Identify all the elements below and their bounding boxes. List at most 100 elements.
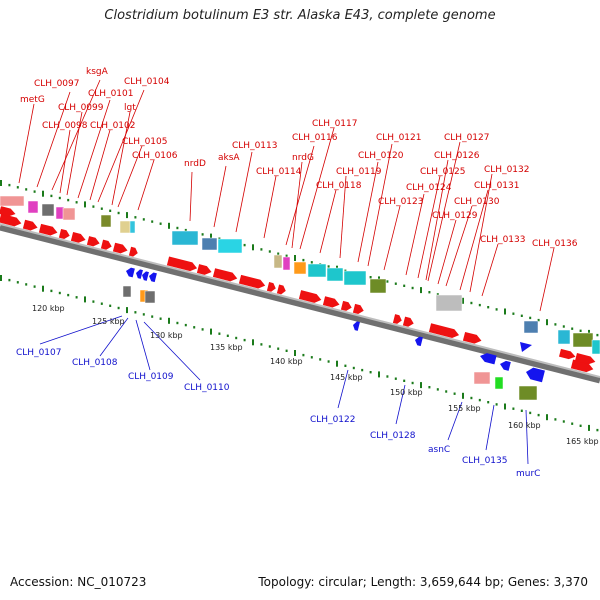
tick-mark-upper [100, 207, 103, 210]
tick-mark-lower [117, 306, 120, 310]
leader-line [77, 99, 111, 199]
tick-mark-lower [537, 413, 540, 417]
tick-mark-upper [520, 314, 523, 317]
cog-box [293, 261, 307, 275]
forward-gene-label: CLH_0114 [256, 167, 302, 177]
forward-gene-arrow [196, 264, 212, 275]
tick-mark-lower [403, 379, 406, 382]
arrow-shape [38, 223, 58, 236]
leader-line [417, 175, 441, 279]
tick-mark-lower [226, 334, 229, 337]
cog-box [122, 285, 132, 298]
forward-gene-arrow [0, 206, 16, 217]
tick-mark-lower [512, 407, 515, 410]
arrow-shape [402, 316, 414, 327]
tick-mark-lower [193, 326, 196, 329]
arrow-shape [500, 360, 511, 371]
tick-mark-upper [411, 286, 414, 290]
forward-gene-label: nrdD [184, 159, 206, 169]
leader-line [437, 219, 457, 285]
tick-mark-lower [445, 390, 448, 393]
leader-line [111, 111, 131, 206]
tick-mark-lower [504, 403, 506, 410]
tick-mark-upper [151, 220, 154, 223]
tick-mark-lower [436, 388, 439, 391]
cog-box [523, 320, 539, 334]
tick-mark-upper [109, 209, 112, 212]
tick-mark-lower [411, 381, 414, 385]
forward-genes [0, 206, 596, 373]
tick-mark-lower [369, 371, 372, 374]
tick-mark-upper [134, 216, 137, 219]
reverse-gene-label: CLH_0109 [128, 372, 174, 382]
reverse-gene-arrow [353, 321, 360, 331]
tick-mark-upper [537, 318, 540, 322]
reverse-gene-arrow [149, 272, 157, 283]
tick-mark-lower [151, 315, 154, 318]
reverse-gene-labels: CLH_0107 CLH_0108 CLH_0109 CLH_0110 CLH_0122… [16, 348, 540, 479]
leader-line [36, 91, 71, 188]
leader-line [135, 319, 151, 371]
forward-gene-label: CLH_0098 [42, 121, 88, 131]
leader-line [425, 159, 449, 281]
reverse-gene-label: CLH_0128 [370, 431, 416, 441]
tick-mark-lower [462, 392, 464, 399]
leader-line [51, 79, 101, 191]
tick-mark-upper [394, 282, 397, 285]
tick-mark-upper [159, 222, 162, 225]
tick-mark-lower [554, 418, 557, 421]
leader-line [339, 175, 347, 259]
tick-mark-lower [571, 422, 574, 425]
scale-label: 165 kbp [566, 437, 599, 446]
tick-mark-lower [478, 398, 481, 402]
forward-gene-label: CLH_0116 [292, 133, 338, 143]
tick-mark-upper [596, 333, 599, 337]
tick-mark-upper [243, 243, 246, 247]
arrow-shape [112, 242, 128, 254]
arrow-shape [0, 206, 16, 217]
forward-gene-label: CLH_0129 [432, 211, 478, 221]
arrow-shape [480, 353, 497, 365]
tick-mark-lower [579, 424, 582, 427]
tick-mark-lower [235, 336, 238, 340]
leader-line [143, 321, 201, 381]
forward-gene-arrow [428, 323, 460, 338]
reverse-gene-arrow [500, 360, 511, 371]
scale-label: 125 kbp [92, 317, 125, 326]
leader-line [291, 161, 303, 249]
reverse-gene-arrow [480, 353, 497, 365]
leader-line [383, 205, 401, 271]
tick-mark-upper [403, 284, 406, 287]
forward-gene-arrow [38, 223, 58, 236]
map-title: Clostridium botulinum E3 str. Alaska E43… [104, 8, 496, 23]
tick-mark-upper [487, 306, 490, 309]
leader-line [485, 404, 495, 451]
tick-mark-lower [546, 414, 548, 421]
tick-mark-lower [92, 300, 95, 303]
forward-gene-label: CLH_0099 [58, 103, 104, 113]
genome-summary-text: Topology: circular; Length: 3,659,644 bp… [258, 575, 588, 589]
arrow-shape [276, 284, 286, 295]
scale-label: 150 kbp [390, 388, 423, 397]
tick-mark-lower [310, 356, 313, 359]
tick-mark-upper [201, 233, 204, 236]
leader-line [59, 129, 71, 194]
tick-mark-upper [176, 226, 179, 230]
forward-gene-label: CLH_0104 [124, 77, 170, 87]
tick-mark-lower [159, 317, 162, 320]
reverse-gene-arrow [136, 269, 143, 279]
tick-mark-upper [218, 237, 221, 240]
forward-gene-arrow [100, 239, 112, 250]
leader-line [525, 409, 529, 465]
scale-label: 160 kbp [508, 421, 541, 430]
forward-gene-arrow [112, 242, 128, 254]
tick-mark-lower [126, 307, 128, 314]
tick-mark-upper [277, 252, 280, 255]
leader-line [99, 317, 129, 357]
tick-mark-upper [117, 211, 120, 215]
accession-text: Accession: NC_010723 [10, 575, 147, 589]
tick-mark-lower [302, 353, 305, 357]
forward-gene-arrow [212, 268, 238, 282]
forward-gene-arrow [340, 300, 352, 311]
leader-line [481, 243, 499, 297]
